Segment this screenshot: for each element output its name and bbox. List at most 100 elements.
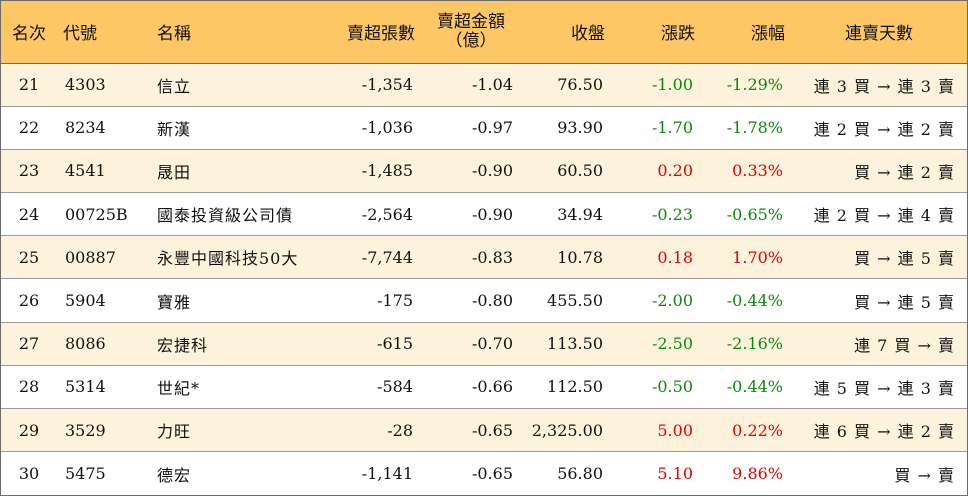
cell-name: 世紀*	[157, 378, 201, 398]
cell-code: 3529	[65, 420, 106, 440]
cell-net-sell-amount: -0.83	[471, 247, 513, 267]
cell-close: 2,325.00	[531, 420, 603, 440]
cell-name: 宏捷科	[157, 335, 209, 355]
cell-net-sell-amount: -0.70	[471, 334, 513, 354]
cell-change: -1.70	[651, 118, 693, 138]
cell-close: 455.50	[547, 291, 603, 311]
cell-consecutive: 買 → 賣	[894, 465, 955, 485]
cell-change: 0.18	[657, 247, 693, 267]
cell-change-pct: -0.44%	[726, 291, 783, 311]
header-close[interactable]: 收盤	[571, 24, 605, 45]
cell-name: 寶雅	[157, 292, 192, 312]
table-header: 名次 代號 名稱 賣超張數 賣超金額 （億） 收盤 漲跌 漲幅 連賣天數	[1, 1, 967, 63]
table-row[interactable]: 22 8234 新漢 -1,036 -0.97 93.90 -1.70 -1.78% 連 2 買…	[1, 106, 967, 150]
cell-net-sell-lots: -1,354	[361, 75, 413, 95]
header-change[interactable]: 漲跌	[661, 24, 695, 45]
header-consecutive[interactable]: 連賣天數	[845, 24, 913, 45]
cell-consecutive: 連 7 買 → 賣	[854, 335, 955, 355]
cell-rank: 21	[18, 75, 40, 95]
cell-net-sell-amount: -0.97	[471, 118, 513, 138]
table-row[interactable]: 30 5475 德宏 -1,141 -0.65 56.80 5.10 9.86% 買 → 賣	[1, 451, 967, 495]
cell-change: -0.23	[651, 204, 693, 224]
header-code[interactable]: 代號	[63, 24, 97, 45]
header-rank[interactable]: 名次	[12, 24, 46, 45]
cell-consecutive: 連 3 買 → 連 3 賣	[813, 76, 955, 96]
cell-name: 德宏	[157, 465, 192, 485]
table-row[interactable]: 29 3529 力旺 -28 -0.65 2,325.00 5.00 0.22% 連 6 買 →…	[1, 408, 967, 452]
cell-close: 112.50	[547, 377, 603, 397]
cell-close: 76.50	[557, 75, 603, 95]
cell-code: 4541	[65, 161, 106, 181]
cell-change: -2.00	[651, 291, 693, 311]
cell-rank: 27	[18, 334, 40, 354]
cell-net-sell-amount: -0.66	[471, 377, 513, 397]
cell-name: 新漢	[157, 119, 192, 139]
cell-rank: 30	[18, 464, 40, 484]
cell-change: 5.00	[657, 420, 693, 440]
table-row[interactable]: 25 00887 永豐中國科技50大 -7,744 -0.83 10.78 0.18 1.70…	[1, 235, 967, 279]
table-row[interactable]: 28 5314 世紀* -584 -0.66 112.50 -0.50 -0.44% 連 5 買…	[1, 365, 967, 409]
cell-change-pct: -0.44%	[726, 377, 783, 397]
cell-close: 34.94	[557, 204, 603, 224]
cell-net-sell-lots: -1,485	[361, 161, 413, 181]
table-row[interactable]: 24 00725B 國泰投資級公司債 -2,564 -0.90 34.94 -0.23 -0.…	[1, 192, 967, 236]
header-net-sell-amount[interactable]: 賣超金額 （億）	[421, 1, 521, 63]
cell-change: 0.20	[657, 161, 693, 181]
cell-net-sell-lots: -584	[377, 377, 413, 397]
cell-code: 5314	[65, 377, 106, 397]
cell-change-pct: 9.86%	[732, 464, 783, 484]
cell-consecutive: 連 5 買 → 連 3 賣	[813, 378, 955, 398]
header-net-sell-lots[interactable]: 賣超張數	[347, 24, 415, 45]
cell-net-sell-amount: -0.65	[471, 420, 513, 440]
cell-change: 5.10	[657, 464, 693, 484]
cell-change-pct: -0.65%	[726, 204, 783, 224]
table-row[interactable]: 21 4303 信立 -1,354 -1.04 76.50 -1.00 -1.29% 連 3 買…	[1, 63, 967, 107]
cell-code: 8086	[65, 334, 106, 354]
cell-rank: 24	[18, 204, 40, 224]
cell-rank: 26	[18, 291, 40, 311]
cell-rank: 28	[18, 377, 40, 397]
cell-net-sell-amount: -0.90	[471, 161, 513, 181]
header-change-pct[interactable]: 漲幅	[751, 24, 785, 45]
cell-net-sell-amount: -0.65	[471, 464, 513, 484]
cell-change: -1.00	[651, 75, 693, 95]
cell-net-sell-lots: -1,141	[361, 464, 413, 484]
cell-net-sell-lots: -28	[387, 420, 413, 440]
cell-code: 00887	[65, 247, 116, 267]
table-row[interactable]: 26 5904 寶雅 -175 -0.80 455.50 -2.00 -0.44% 買 → 連 …	[1, 278, 967, 323]
cell-code: 5904	[65, 291, 106, 311]
cell-code: 5475	[65, 464, 106, 484]
header-name[interactable]: 名稱	[157, 24, 191, 45]
cell-close: 93.90	[557, 118, 603, 138]
cell-net-sell-lots: -615	[377, 334, 413, 354]
cell-consecutive: 連 2 買 → 連 4 賣	[813, 206, 955, 226]
cell-change-pct: -2.16%	[726, 334, 783, 354]
cell-consecutive: 買 → 連 5 賣	[854, 249, 955, 269]
cell-close: 113.50	[547, 334, 603, 354]
header-net-sell-amount-line2: （億）	[445, 30, 497, 51]
table-row[interactable]: 23 4541 晟田 -1,485 -0.90 60.50 0.20 0.33% 買 → 連 2…	[1, 149, 967, 193]
cell-rank: 25	[18, 247, 40, 267]
cell-net-sell-lots: -1,036	[361, 118, 413, 138]
cell-change-pct: -1.29%	[726, 75, 783, 95]
cell-code: 8234	[65, 118, 106, 138]
cell-net-sell-lots: -7,744	[361, 247, 413, 267]
cell-change: -2.50	[651, 334, 693, 354]
cell-rank: 22	[18, 118, 40, 138]
cell-consecutive: 連 2 買 → 連 2 賣	[813, 119, 955, 139]
cell-net-sell-lots: -2,564	[361, 204, 413, 224]
cell-close: 10.78	[557, 247, 603, 267]
cell-name: 力旺	[157, 422, 192, 442]
cell-consecutive: 連 6 買 → 連 2 賣	[813, 422, 955, 442]
cell-net-sell-amount: -0.90	[471, 204, 513, 224]
cell-net-sell-amount: -1.04	[471, 75, 513, 95]
cell-close: 56.80	[557, 464, 603, 484]
cell-change-pct: 0.22%	[732, 420, 783, 440]
cell-rank: 23	[18, 161, 40, 181]
cell-change-pct: -1.78%	[726, 118, 783, 138]
table-row[interactable]: 27 8086 宏捷科 -615 -0.70 113.50 -2.50 -2.16% 連 7 買…	[1, 322, 967, 366]
cell-name: 晟田	[157, 162, 192, 182]
cell-rank: 29	[18, 420, 40, 440]
cell-name: 永豐中國科技50大	[157, 249, 299, 269]
